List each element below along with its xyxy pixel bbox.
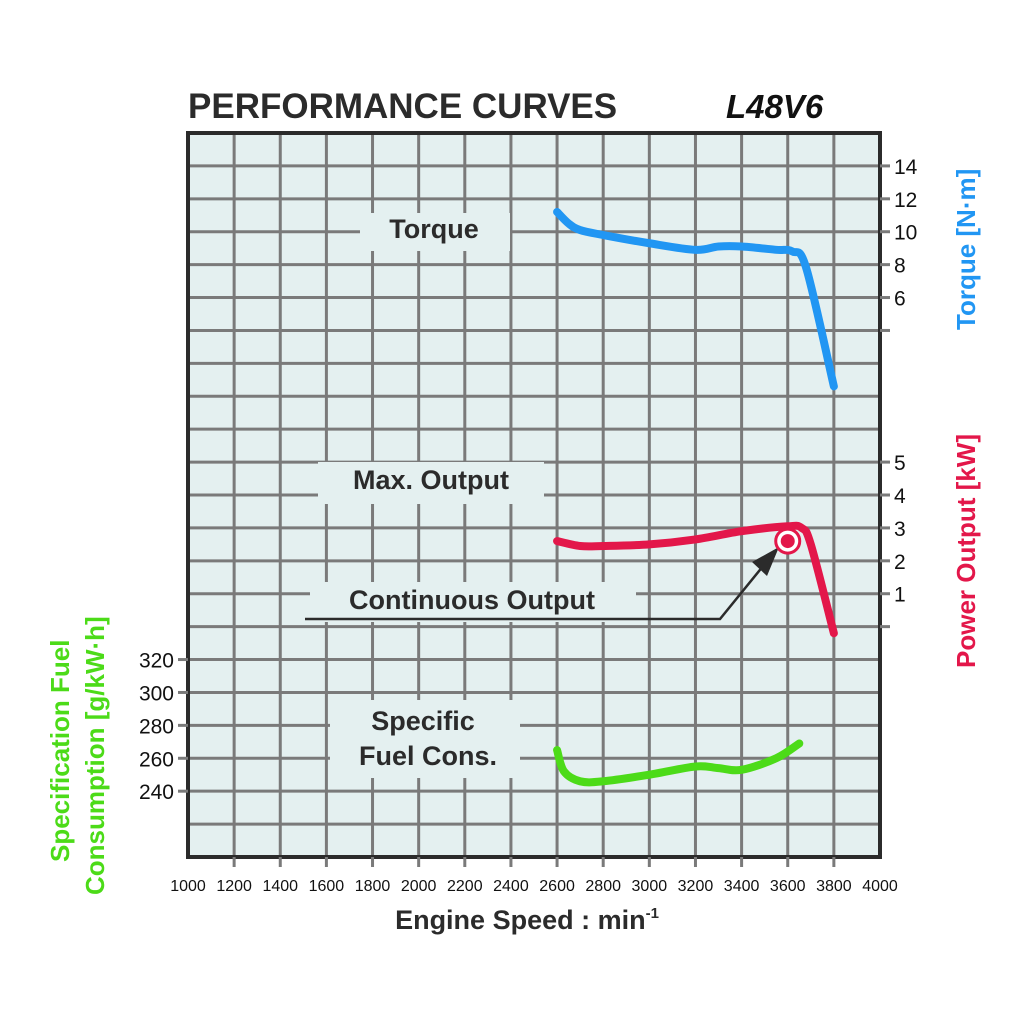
continuous-output-arrowhead [752,547,779,576]
y-tick-label: 280 [139,715,174,738]
annotation-fuel-line1: Specific [371,706,475,736]
model-name: L48V6 [726,88,824,125]
annotation-torque: Torque [389,214,479,244]
y-tick-label: 320 [139,650,174,673]
x-tick-label: 2200 [447,878,483,895]
x-tick-label: 1400 [262,878,298,895]
y-tick-label: 1 [894,584,906,607]
annotation-background [360,213,510,251]
series-layer [553,207,838,787]
x-tick-label: 2600 [539,878,575,895]
y-tick-label: 260 [139,748,174,771]
annotation-fuel-line2: Fuel Cons. [359,741,497,771]
y-tick-label: 10 [894,222,917,245]
fuel-consumption-curve [553,739,804,787]
annotation-background [318,462,544,504]
y-tick-label: 6 [894,288,906,311]
x-tick-label: 1000 [170,878,206,895]
x-tick-label: 2800 [585,878,621,895]
annotation-background [330,700,520,778]
annotation-continuous-output: Continuous Output [349,585,595,615]
fuel-axis-label-line2: Consumption [g/kW·h] [80,616,110,895]
x-tick-label: 1600 [309,878,345,895]
torque-axis-label: Torque [N·m] [951,169,981,330]
x-tick-label: 1200 [216,878,252,895]
x-tick-label: 3400 [724,878,760,895]
x-tick-label: 1800 [355,878,391,895]
y-tick-label: 240 [139,781,174,804]
y-tick-label: 2 [894,551,906,574]
grid [188,133,880,857]
x-tick-label: 2400 [493,878,529,895]
fuel-axis-label-line1: Specification Fuel [45,640,75,863]
x-axis-label-text: Engine Speed : min [395,905,646,935]
y-tick-label: 14 [894,156,918,179]
x-tick-label: 3200 [678,878,714,895]
y-tick-label: 4 [894,485,906,508]
y-tick-label: 3 [894,518,906,541]
label-masks [310,213,636,778]
x-axis-label: Engine Speed : min-1 [395,905,659,935]
x-tick-label: 3800 [816,878,852,895]
x-tick-label: 2000 [401,878,437,895]
y-tick-label: 5 [894,452,906,475]
x-axis-label-superscript: -1 [646,905,659,922]
y-axis-ticks: 14 12 10 8 6 5 4 3 2 1 320 300 280 260 240 [139,156,918,804]
torque-curve [553,207,838,391]
x-axis-ticks: 1000 1200 1400 1600 1800 2000 2200 2400 2600 2800… [170,857,898,895]
y-tick-label: 300 [139,682,174,705]
x-tick-label: 3600 [770,878,806,895]
continuous-output-marker-dot [780,534,795,549]
chart-title: PERFORMANCE CURVES [188,87,617,126]
annotation-background [310,582,636,622]
x-tick-label: 4000 [862,878,898,895]
x-tick-label: 3000 [632,878,668,895]
continuous-output-leader-line [305,559,769,621]
y-tick-label: 12 [894,189,917,212]
power-axis-label: Power Output [kW] [951,434,981,668]
max-output-curve [553,521,838,638]
y-tick-label: 8 [894,255,906,278]
annotation-max-output: Max. Output [353,465,509,495]
